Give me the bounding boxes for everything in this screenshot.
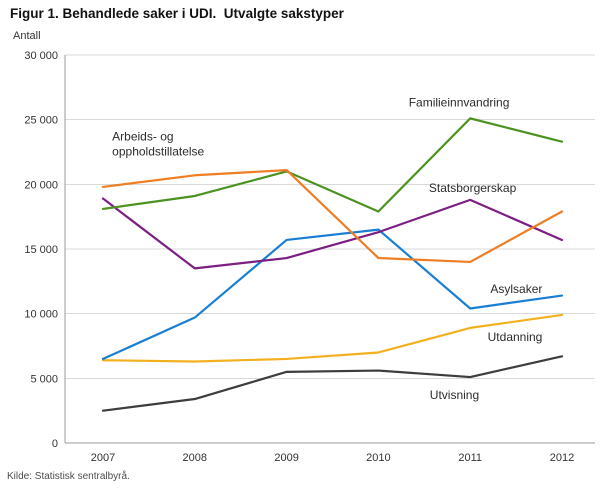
series-line-familieinnvandring <box>101 117 564 213</box>
y-tick-label: 15 000 <box>24 244 58 256</box>
y-tick-label: 5 000 <box>30 373 58 385</box>
source-note: Kilde: Statistisk sentralbyrå. <box>7 471 130 482</box>
series-label-arbeids-og: Arbeids- og oppholdstillatelse <box>112 129 204 158</box>
x-tick-label: 2009 <box>274 452 298 464</box>
series-line-utdanning <box>101 313 564 363</box>
x-tick-label: 2007 <box>91 452 115 464</box>
series-label-utvisning: Utvisning <box>430 388 479 402</box>
series-label-familieinnvandring: Familieinnvandring <box>409 96 510 110</box>
series-line-asylsaker <box>101 228 564 361</box>
y-tick-label: 30 000 <box>24 50 58 62</box>
y-tick-label: 10 000 <box>24 309 58 321</box>
y-axis-title: Antall <box>13 30 41 42</box>
chart-title: Figur 1. Behandlede saker i UDI. Utvalgt… <box>10 6 344 21</box>
x-tick-label: 2010 <box>366 452 390 464</box>
series-label-asylsaker: Asylsaker <box>490 282 542 296</box>
x-tick-label: 2011 <box>458 452 482 464</box>
x-tick-label: 2008 <box>183 452 207 464</box>
y-tick-label: 0 <box>52 438 58 450</box>
series-line-statsborgerskap <box>101 197 564 270</box>
y-tick-label: 20 000 <box>24 179 58 191</box>
series-label-utdanning: Utdanning <box>488 330 543 344</box>
x-tick-label: 2012 <box>550 452 574 464</box>
series-line-utvisning <box>101 355 564 412</box>
series-label-statsborgerskap: Statsborgerskap <box>429 181 517 195</box>
series-line-arbeids-og-oppholdstillatelse <box>101 169 564 264</box>
y-tick-label: 25 000 <box>24 115 58 127</box>
